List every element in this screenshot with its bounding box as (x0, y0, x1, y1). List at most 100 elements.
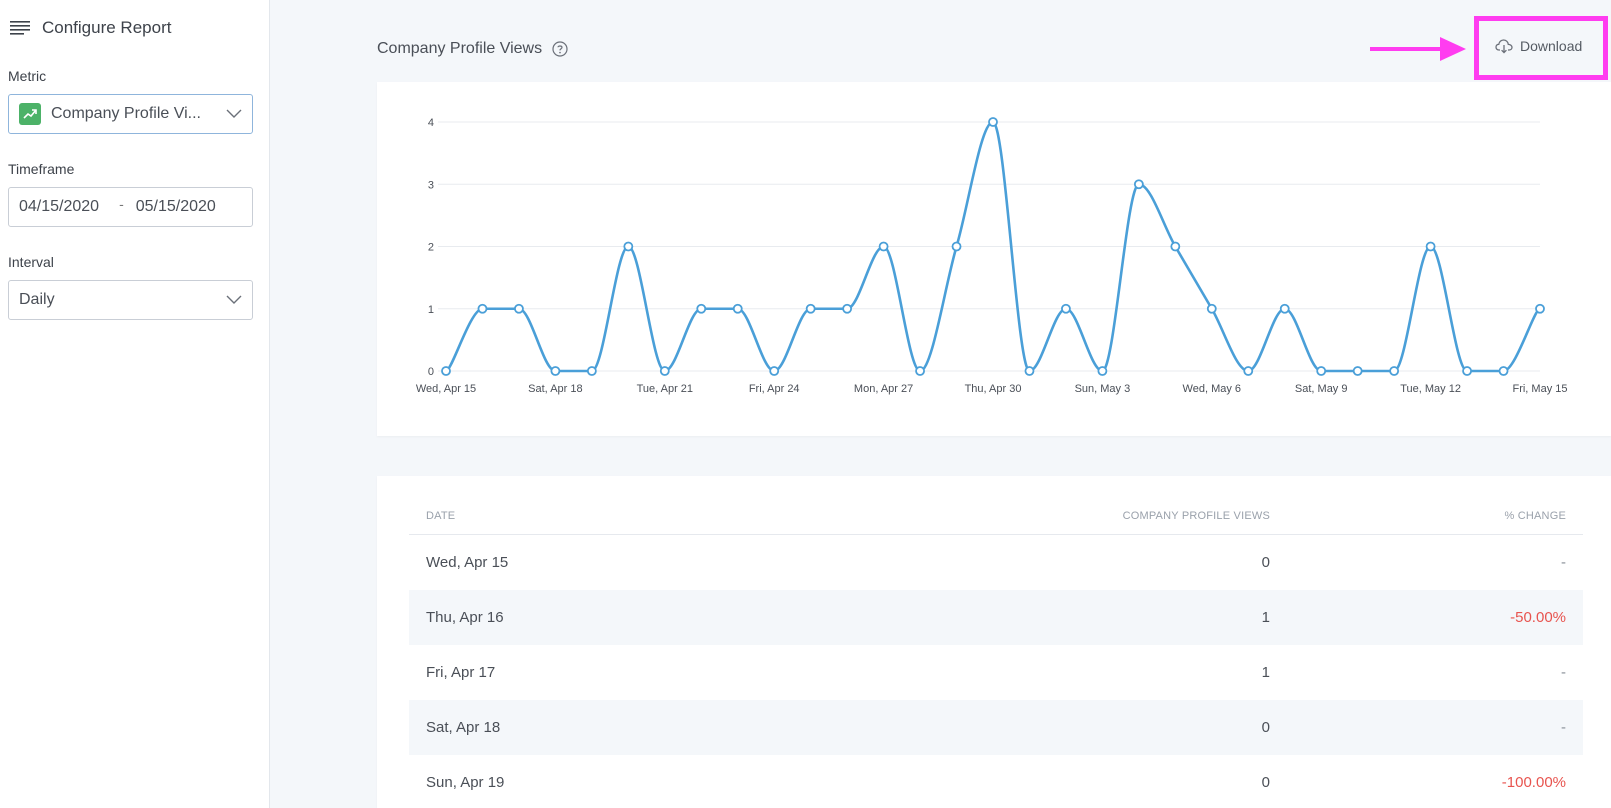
x-tick-label: Sat, Apr 18 (528, 383, 582, 395)
cell-date: Sun, Apr 19 (426, 774, 505, 791)
cell-date: Fri, Apr 17 (426, 664, 496, 681)
data-point (732, 303, 743, 314)
data-table-card: DATE COMPANY PROFILE VIEWS % CHANGE Wed,… (377, 476, 1611, 808)
trending-up-icon (19, 103, 41, 125)
x-tick-label: Fri, Apr 24 (749, 383, 800, 395)
cell-views: 0 (1261, 774, 1270, 791)
y-tick-label: 0 (428, 366, 434, 378)
x-tick-label: Fri, May 15 (1512, 383, 1567, 395)
timeframe-range: 04/15/2020 - 05/15/2020 (8, 187, 253, 227)
data-point (988, 117, 998, 127)
data-point (1133, 179, 1144, 190)
x-tick-label: Wed, Apr 15 (416, 383, 476, 395)
timeframe-start-input[interactable]: 04/15/2020 (19, 198, 100, 215)
data-point (477, 303, 488, 314)
data-point (441, 366, 451, 376)
sidebar-title: Configure Report (42, 18, 172, 37)
table-row: Wed, Apr 15 0 - (409, 535, 1583, 590)
cell-views: 1 (1261, 664, 1270, 681)
download-label: Download (1520, 38, 1583, 54)
chart-card: 0 1 2 3 4 Wed, Apr 15 Sat, Apr 18 Tue, Apr 21 Fr… (377, 82, 1611, 436)
x-tick-label: Wed, May 6 (1183, 383, 1242, 395)
cell-date: Thu, Apr 16 (426, 609, 504, 626)
interval-select-value: Daily (19, 291, 55, 308)
configure-report-panel: Configure Report Metric Company Profile … (0, 0, 270, 808)
data-point (1389, 366, 1400, 376)
data-point (878, 241, 889, 252)
data-point (659, 366, 670, 376)
cell-change: -100.00% (1501, 774, 1566, 791)
data-point (1535, 303, 1545, 314)
report-title: Company Profile Views (377, 40, 568, 58)
interval-select[interactable]: Daily (8, 280, 253, 320)
data-point (550, 366, 561, 376)
data-point (1024, 366, 1035, 376)
cell-change: - (1561, 664, 1566, 681)
y-tick-label: 2 (428, 242, 434, 254)
report-title-text: Company Profile Views (377, 40, 543, 57)
menu-lines-icon[interactable] (10, 21, 30, 35)
help-circle-icon[interactable] (552, 41, 568, 57)
data-point (1243, 366, 1254, 376)
x-tick-label: Sat, May 9 (1295, 383, 1348, 395)
x-tick-label: Tue, Apr 21 (637, 383, 693, 395)
timeframe-separator: - (119, 196, 124, 212)
x-tick-label: Sun, May 3 (1075, 383, 1131, 395)
col-header-date: DATE (426, 510, 456, 522)
table-row: Thu, Apr 16 1 -50.00% (409, 590, 1583, 645)
sidebar-header: Configure Report (10, 18, 171, 38)
data-point (805, 303, 816, 314)
data-point (623, 241, 634, 252)
data-point (1352, 366, 1363, 376)
metric-select-value: Company Profile Vi... (51, 105, 201, 122)
cell-change: - (1561, 554, 1566, 571)
table-row: Fri, Apr 17 1 - (409, 645, 1583, 700)
cloud-download-icon (1495, 39, 1513, 54)
cell-views: 1 (1261, 609, 1270, 626)
y-tick-label: 1 (428, 304, 434, 316)
x-tick-label: Tue, May 12 (1400, 383, 1461, 395)
cell-views: 0 (1261, 719, 1270, 736)
data-point (586, 366, 597, 376)
table-row: Sun, Apr 19 0 -100.00% (409, 755, 1583, 808)
download-button[interactable]: Download (1495, 38, 1582, 54)
data-point (696, 303, 707, 314)
col-header-change: % CHANGE (1504, 510, 1566, 522)
chevron-down-icon (226, 109, 242, 118)
data-point (514, 303, 524, 314)
data-point (1425, 241, 1436, 252)
data-point (1316, 366, 1327, 376)
x-tick-label: Thu, Apr 30 (965, 383, 1022, 395)
table-row: Sat, Apr 18 0 - (409, 700, 1583, 755)
cell-views: 0 (1261, 554, 1270, 571)
cell-date: Wed, Apr 15 (426, 554, 509, 571)
data-point (1061, 303, 1071, 314)
profile-views-chart: 0 1 2 3 4 Wed, Apr 15 Sat, Apr 18 Tue, Apr 21 Fr… (416, 117, 1568, 395)
data-point (769, 366, 780, 376)
data-point (1170, 241, 1181, 252)
table-header-divider (409, 534, 1583, 535)
y-tick-label: 3 (428, 179, 434, 191)
cell-change: - (1561, 719, 1566, 736)
timeframe-label: Timeframe (8, 161, 75, 177)
cell-change: -50.00% (1510, 609, 1566, 626)
data-point (1206, 303, 1217, 314)
table-body: Wed, Apr 15 0 - Thu, Apr 16 1 -50.00% Fr… (409, 535, 1583, 808)
table-header: DATE COMPANY PROFILE VIEWS % CHANGE (409, 510, 1583, 530)
data-point (842, 303, 853, 314)
metric-select[interactable]: Company Profile Vi... (8, 94, 253, 134)
data-point (1097, 366, 1108, 376)
cell-date: Sat, Apr 18 (426, 719, 501, 736)
y-tick-label: 4 (428, 117, 434, 129)
col-header-views: COMPANY PROFILE VIEWS (1122, 510, 1270, 522)
data-point (1498, 366, 1509, 376)
data-point (1279, 303, 1290, 314)
data-point (951, 241, 962, 252)
annotation-arrow-icon (1370, 37, 1466, 61)
download-highlight-box (1474, 16, 1608, 80)
timeframe-end-input[interactable]: 05/15/2020 (135, 198, 216, 215)
metric-label: Metric (8, 68, 47, 84)
x-tick-label: Mon, Apr 27 (854, 383, 913, 395)
interval-label: Interval (8, 254, 54, 270)
data-point (915, 366, 925, 376)
